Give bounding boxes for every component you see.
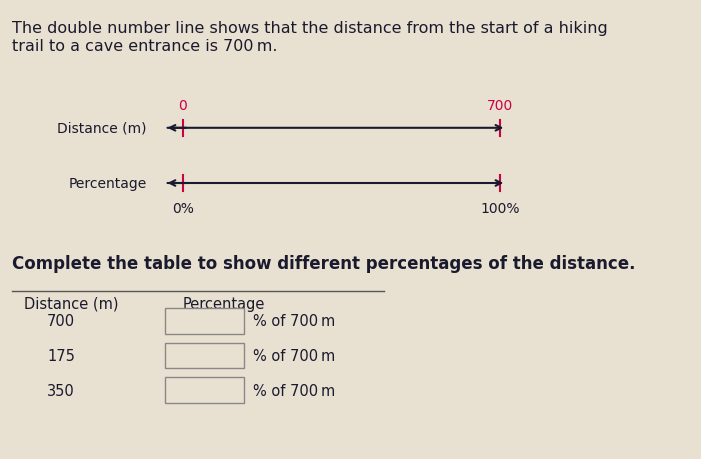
Text: 700: 700 (47, 314, 75, 329)
Text: 350: 350 (47, 383, 75, 397)
Text: Complete the table to show different percentages of the distance.: Complete the table to show different per… (12, 255, 636, 273)
Text: Percentage: Percentage (68, 177, 147, 190)
Text: 0%: 0% (172, 202, 194, 216)
Bar (165, 377, 244, 403)
Bar (165, 309, 244, 334)
Text: Distance (m): Distance (m) (25, 296, 119, 311)
Text: % of 700 m: % of 700 m (253, 383, 335, 397)
Text: Percentage: Percentage (183, 296, 266, 311)
Text: 700: 700 (487, 99, 513, 112)
Text: % of 700 m: % of 700 m (253, 348, 335, 363)
Text: 0: 0 (179, 99, 187, 112)
Text: The double number line shows that the distance from the start of a hiking: The double number line shows that the di… (12, 21, 608, 36)
Text: trail to a cave entrance is 700 m.: trail to a cave entrance is 700 m. (12, 39, 278, 54)
Text: Distance (m): Distance (m) (57, 122, 147, 135)
Text: % of 700 m: % of 700 m (253, 314, 335, 329)
Text: 100%: 100% (480, 202, 520, 216)
Bar (165, 343, 244, 369)
Text: 175: 175 (47, 348, 75, 363)
